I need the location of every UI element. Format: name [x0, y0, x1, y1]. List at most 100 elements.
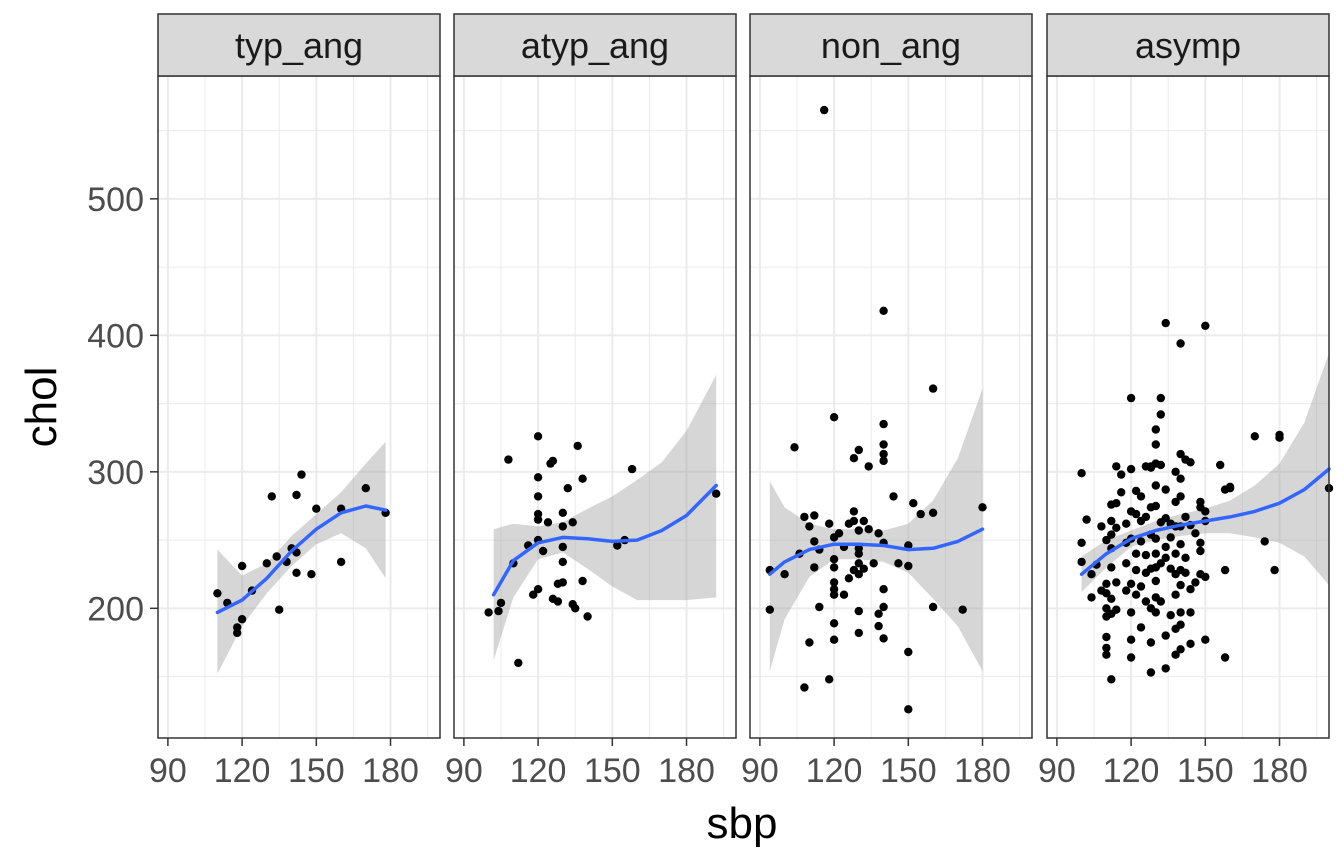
- data-point: [1162, 319, 1170, 327]
- y-axis-title: chol: [17, 367, 66, 448]
- data-point: [534, 585, 542, 593]
- data-point: [1107, 530, 1115, 538]
- data-point: [1152, 608, 1160, 616]
- data-point: [1102, 651, 1110, 659]
- data-point: [1162, 664, 1170, 672]
- data-point: [559, 509, 567, 517]
- y-axis: 200 300 400 500: [87, 181, 158, 628]
- data-point: [1102, 580, 1110, 588]
- data-point: [1147, 638, 1155, 646]
- data-point: [1152, 577, 1160, 585]
- data-point: [1176, 475, 1184, 483]
- data-point: [1226, 484, 1234, 492]
- x-tick-label: 120: [214, 752, 271, 790]
- data-point: [929, 509, 937, 517]
- data-point: [874, 622, 882, 630]
- data-point: [268, 492, 276, 500]
- data-point: [1132, 550, 1140, 558]
- data-point: [1127, 394, 1135, 402]
- data-point: [628, 465, 636, 473]
- data-point: [559, 578, 567, 586]
- data-point: [1157, 597, 1165, 605]
- data-point: [571, 604, 579, 612]
- data-point: [850, 454, 858, 462]
- data-point: [1117, 470, 1125, 478]
- y-tick-label: 300: [87, 454, 144, 492]
- data-point: [1097, 522, 1105, 530]
- data-point: [870, 559, 878, 567]
- data-point: [1107, 675, 1115, 683]
- data-point: [1137, 537, 1145, 545]
- data-point: [1127, 653, 1135, 661]
- data-point: [1157, 461, 1165, 469]
- data-point: [1077, 558, 1085, 566]
- data-point: [845, 574, 853, 582]
- data-point: [1171, 550, 1179, 558]
- data-point: [1162, 631, 1170, 639]
- data-point: [1196, 547, 1204, 555]
- data-point: [1162, 554, 1170, 562]
- data-point: [810, 511, 818, 519]
- x-tick-label: 180: [658, 752, 715, 790]
- x-tick-label: 90: [445, 752, 483, 790]
- data-point: [1152, 440, 1160, 448]
- data-point: [780, 570, 788, 578]
- data-point: [1176, 621, 1184, 629]
- data-point: [297, 470, 305, 478]
- data-point: [1157, 394, 1165, 402]
- data-point: [917, 510, 925, 518]
- data-point: [1251, 432, 1259, 440]
- data-point: [909, 499, 917, 507]
- data-point: [1201, 573, 1209, 581]
- data-point: [1082, 515, 1090, 523]
- data-point: [1201, 507, 1209, 515]
- data-point: [1176, 492, 1184, 500]
- data-point: [904, 705, 912, 713]
- data-point: [1132, 566, 1140, 574]
- data-point: [805, 522, 813, 530]
- data-point: [1102, 633, 1110, 641]
- data-point: [213, 589, 221, 597]
- data-point: [879, 603, 887, 611]
- data-point: [790, 443, 798, 451]
- data-point: [860, 565, 868, 573]
- data-point: [238, 562, 246, 570]
- data-point: [1157, 410, 1165, 418]
- data-point: [554, 597, 562, 605]
- data-point: [1127, 608, 1135, 616]
- facet-panel-atyp_ang: atyp_ang 90 120 150 180: [445, 14, 736, 790]
- data-point: [1216, 461, 1224, 469]
- data-point: [830, 619, 838, 627]
- x-tick-label: 120: [1103, 752, 1160, 790]
- panel-background: [158, 76, 440, 738]
- data-point: [879, 457, 887, 465]
- data-point: [1107, 563, 1115, 571]
- data-point: [810, 563, 818, 571]
- data-point: [865, 462, 873, 470]
- data-point: [484, 608, 492, 616]
- data-point: [855, 446, 863, 454]
- data-point: [559, 543, 567, 551]
- data-point: [978, 503, 986, 511]
- data-point: [1122, 559, 1130, 567]
- data-point: [835, 529, 843, 537]
- data-point: [1127, 580, 1135, 588]
- data-point: [1186, 608, 1194, 616]
- facet-panel-non_ang: non_ang90 120 150 180: [741, 14, 1032, 790]
- data-point: [1132, 591, 1140, 599]
- data-point: [889, 492, 897, 500]
- data-point: [1261, 537, 1269, 545]
- x-tick-label: 180: [954, 752, 1011, 790]
- data-point: [810, 537, 818, 545]
- data-point: [830, 555, 838, 563]
- data-point: [1167, 533, 1175, 541]
- x-tick-label: 180: [1251, 752, 1308, 790]
- data-point: [504, 455, 512, 463]
- data-point: [1201, 636, 1209, 644]
- data-point: [1221, 566, 1229, 574]
- data-point: [494, 607, 502, 615]
- data-point: [904, 648, 912, 656]
- data-point: [904, 562, 912, 570]
- data-point: [1112, 499, 1120, 507]
- data-point: [1186, 585, 1194, 593]
